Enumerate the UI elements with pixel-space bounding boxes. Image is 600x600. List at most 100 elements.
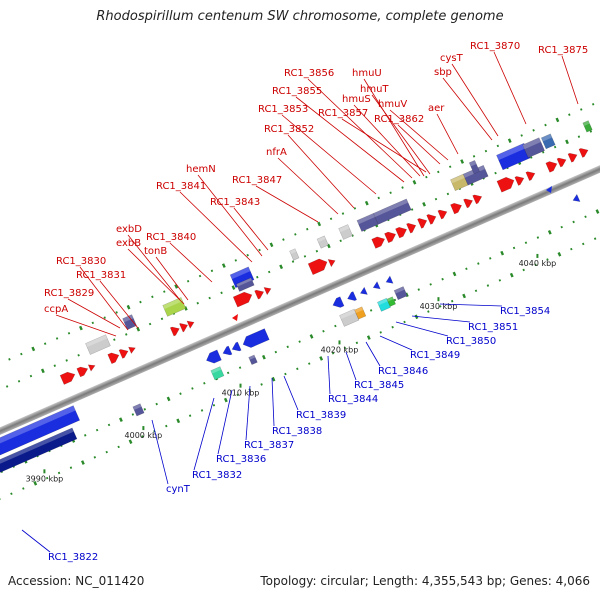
gene-label-forward: hmuS	[342, 94, 371, 105]
track-dot	[410, 208, 414, 211]
gene-label-reverse: RC1_3838	[272, 426, 322, 437]
operon-box	[248, 354, 258, 366]
track-dot	[40, 368, 45, 374]
track-dot	[306, 227, 309, 231]
kbp-tick-label: 3990 kbp	[26, 474, 64, 483]
track-dot	[393, 298, 397, 302]
accession-text: Accession: NC_011420	[8, 574, 145, 588]
reverse-gene	[359, 286, 368, 295]
gene-label-reverse: RC1_3836	[216, 454, 266, 465]
track-dot	[317, 221, 322, 227]
operon-box	[386, 296, 396, 307]
track-dot	[203, 381, 206, 385]
track-dot	[403, 320, 406, 324]
track-dot	[582, 242, 585, 246]
track-dot	[343, 346, 347, 350]
track-dot	[427, 310, 430, 313]
track-dot	[425, 175, 428, 179]
operon-box	[339, 308, 360, 327]
track-dot	[22, 487, 25, 490]
track-dot	[196, 301, 199, 305]
track-dot	[65, 359, 68, 362]
track-dot	[412, 180, 417, 185]
track-dot	[572, 220, 575, 224]
track-dot	[136, 326, 141, 332]
gene-label-forward: RC1_3831	[76, 270, 126, 281]
track-dot	[143, 408, 146, 411]
gene-label-forward: hemN	[186, 164, 216, 175]
operon-box	[450, 173, 469, 192]
track-dot	[238, 366, 242, 369]
gene-label-forward: exbB	[116, 238, 141, 249]
track-dot	[303, 255, 307, 258]
track-dot	[125, 333, 128, 336]
gene-label-reverse: RC1_3851	[468, 322, 518, 333]
gene-label-reverse: RC1_3822	[48, 552, 98, 563]
track-dot	[462, 293, 467, 299]
reverse-gene	[347, 291, 357, 301]
track-dot	[131, 413, 135, 416]
forward-gene	[186, 320, 195, 329]
track-dot	[231, 285, 236, 290]
map-title: Rhodospirillum centenum SW chromosome, c…	[96, 9, 504, 24]
track-dot	[437, 170, 440, 174]
track-dot	[5, 385, 9, 388]
forward-gene	[118, 349, 129, 359]
track-dot	[522, 268, 525, 272]
track-dot	[555, 117, 560, 123]
track-dot	[334, 324, 337, 328]
operon-box	[132, 403, 145, 417]
kbp-tick-label: 4030 kbp	[420, 302, 458, 311]
track-dot	[176, 418, 181, 424]
track-dot	[20, 352, 23, 356]
forward-gene	[525, 171, 536, 182]
track-dot	[95, 428, 99, 432]
track-dot	[379, 331, 382, 334]
track-dot	[494, 171, 497, 175]
track-dot	[155, 402, 158, 406]
track-dot	[93, 456, 97, 459]
gene-label-forward: aer	[428, 103, 445, 114]
operon-box	[210, 366, 225, 381]
operon-box	[122, 314, 137, 330]
track-dot	[294, 233, 297, 236]
track-dot	[105, 450, 108, 454]
gene-label-reverse: RC1_3850	[446, 336, 496, 347]
reverse-gene	[332, 296, 345, 308]
gene-label-forward: sbp	[434, 67, 452, 78]
forward-gene	[556, 157, 567, 168]
forward-gene	[384, 231, 397, 244]
gene-label-reverse: RC1_3839	[296, 410, 346, 421]
track-dot	[534, 263, 537, 267]
forward-gene	[417, 218, 428, 229]
track-dot	[83, 434, 87, 437]
track-dot	[389, 191, 392, 195]
track-dot	[45, 476, 49, 480]
gene-label-forward: RC1_3852	[264, 124, 314, 135]
track-dot	[460, 159, 465, 164]
track-dot	[591, 102, 595, 106]
gene-label-forward: RC1_3875	[538, 45, 588, 56]
track-dot	[57, 471, 61, 475]
track-dot	[43, 342, 47, 345]
track-dot	[452, 271, 457, 277]
operon-box	[162, 297, 187, 317]
track-dot	[446, 192, 450, 196]
track-dot	[377, 196, 380, 200]
track-dot	[260, 383, 263, 386]
track-dot	[496, 144, 500, 148]
track-dot	[544, 123, 547, 127]
track-dot	[191, 387, 194, 390]
track-dot	[267, 270, 271, 274]
operon-box	[338, 224, 353, 240]
track-dot	[286, 345, 289, 349]
track-dot	[256, 275, 259, 279]
gene-label-forward: RC1_3857	[318, 108, 368, 119]
gene-label-forward: ccpA	[44, 304, 68, 315]
track-dot	[274, 350, 278, 354]
forward-gene	[578, 148, 589, 158]
track-dot	[434, 197, 438, 201]
forward-gene	[472, 194, 483, 205]
track-dot	[577, 135, 581, 138]
gene-label-forward: hmuT	[360, 84, 389, 95]
